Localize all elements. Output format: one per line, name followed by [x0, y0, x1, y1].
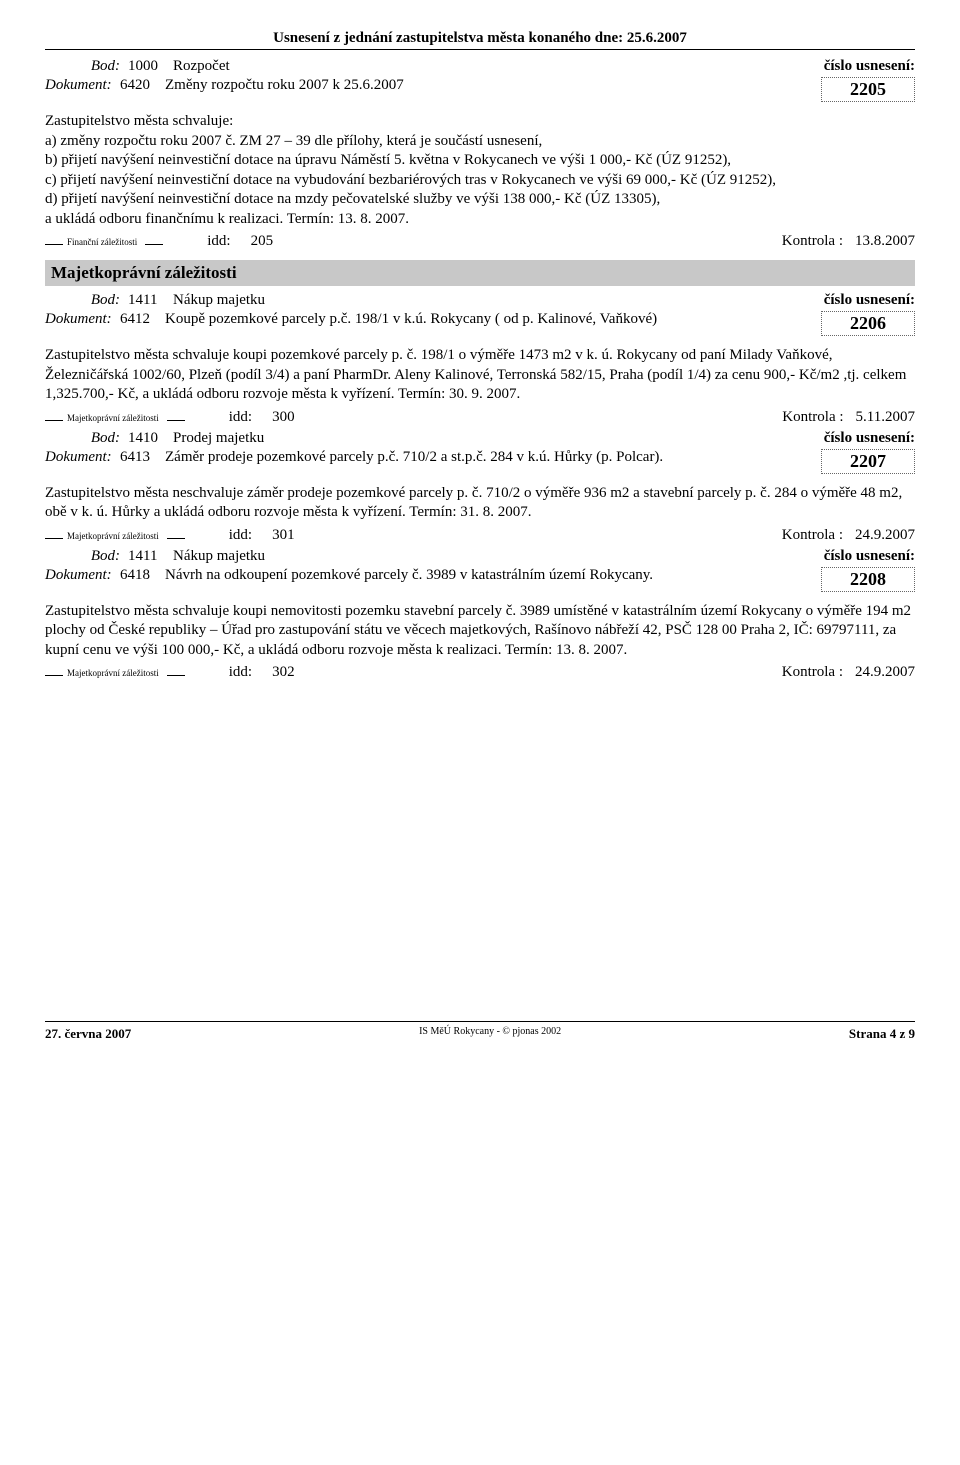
footer-date: 27. června 2007	[45, 1026, 131, 1042]
bod-number: 1410	[128, 430, 173, 447]
bod-title: Nákup majetku	[173, 548, 824, 565]
divider	[45, 538, 63, 539]
dokument-label: Dokument:	[45, 449, 120, 466]
section-tag: Majetkoprávní záležitosti	[67, 668, 159, 678]
footer-page: Strana 4 z 9	[849, 1026, 915, 1042]
dokument-number: 6413	[120, 449, 165, 466]
kontrola-date: 24.9.2007	[855, 527, 915, 544]
dokument-number: 6420	[120, 77, 165, 94]
bod-label: Bod:	[45, 430, 128, 447]
kontrola-label: Kontrola :	[782, 664, 843, 681]
resolution-body: Zastupitelstvo města schvaluje: a) změny…	[45, 112, 915, 229]
idd-number: 301	[272, 527, 332, 544]
divider	[145, 244, 163, 245]
idd-label: idd:	[229, 664, 252, 681]
kontrola-date: 13.8.2007	[855, 233, 915, 250]
resolution-body: Zastupitelstvo města schvaluje koupi poz…	[45, 346, 915, 405]
bod-title: Nákup majetku	[173, 292, 824, 309]
section-tag: Majetkoprávní záležitosti	[67, 531, 159, 541]
dokument-title: Změny rozpočtu roku 2007 k 25.6.2007	[165, 77, 821, 94]
bod-number: 1000	[128, 58, 173, 75]
divider	[167, 420, 185, 421]
divider	[167, 675, 185, 676]
bod-title: Prodej majetku	[173, 430, 824, 447]
resolution-body: Zastupitelstvo města schvaluje koupi nem…	[45, 602, 915, 661]
dokument-number: 6412	[120, 311, 165, 328]
resolution-number: 2205	[821, 77, 915, 102]
bod-label: Bod:	[45, 58, 128, 75]
dokument-label: Dokument:	[45, 311, 120, 328]
section-header: Majetkoprávní záležitosti	[45, 260, 915, 286]
divider	[45, 420, 63, 421]
resolution-number: 2208	[821, 567, 915, 592]
bod-label: Bod:	[45, 548, 128, 565]
cislo-label: číslo usnesení:	[824, 430, 915, 447]
dokument-title: Záměr prodeje pozemkové parcely p.č. 710…	[165, 449, 821, 466]
dokument-label: Dokument:	[45, 77, 120, 94]
bod-number: 1411	[128, 292, 173, 309]
dokument-label: Dokument:	[45, 567, 120, 584]
idd-label: idd:	[229, 527, 252, 544]
page-header: Usnesení z jednání zastupitelstva města …	[45, 30, 915, 50]
idd-number: 300	[272, 409, 332, 426]
cislo-label: číslo usnesení:	[824, 58, 915, 75]
idd-label: idd:	[229, 409, 252, 426]
kontrola-label: Kontrola :	[782, 233, 843, 250]
kontrola-date: 24.9.2007	[855, 664, 915, 681]
resolution-number: 2206	[821, 311, 915, 336]
dokument-title: Návrh na odkoupení pozemkové parcely č. …	[165, 567, 821, 584]
idd-number: 302	[272, 664, 332, 681]
bod-number: 1411	[128, 548, 173, 565]
resolution-number: 2207	[821, 449, 915, 474]
footer-center: IS MěÚ Rokycany - © pjonas 2002	[419, 1026, 561, 1042]
section-tag: Finanční záležitosti	[67, 237, 137, 247]
cislo-label: číslo usnesení:	[824, 292, 915, 309]
divider	[167, 538, 185, 539]
cislo-label: číslo usnesení:	[824, 548, 915, 565]
section-tag: Majetkoprávní záležitosti	[67, 413, 159, 423]
dokument-number: 6418	[120, 567, 165, 584]
divider	[45, 244, 63, 245]
divider	[45, 675, 63, 676]
idd-number: 205	[251, 233, 311, 250]
dokument-title: Koupě pozemkové parcely p.č. 198/1 v k.ú…	[165, 311, 821, 328]
kontrola-label: Kontrola :	[782, 527, 843, 544]
kontrola-label: Kontrola :	[782, 409, 843, 426]
idd-label: idd:	[207, 233, 230, 250]
kontrola-date: 5.11.2007	[856, 409, 915, 426]
resolution-body: Zastupitelstvo města neschvaluje záměr p…	[45, 484, 915, 523]
page-footer: 27. června 2007 IS MěÚ Rokycany - © pjon…	[45, 1021, 915, 1042]
bod-label: Bod:	[45, 292, 128, 309]
bod-title: Rozpočet	[173, 58, 824, 75]
